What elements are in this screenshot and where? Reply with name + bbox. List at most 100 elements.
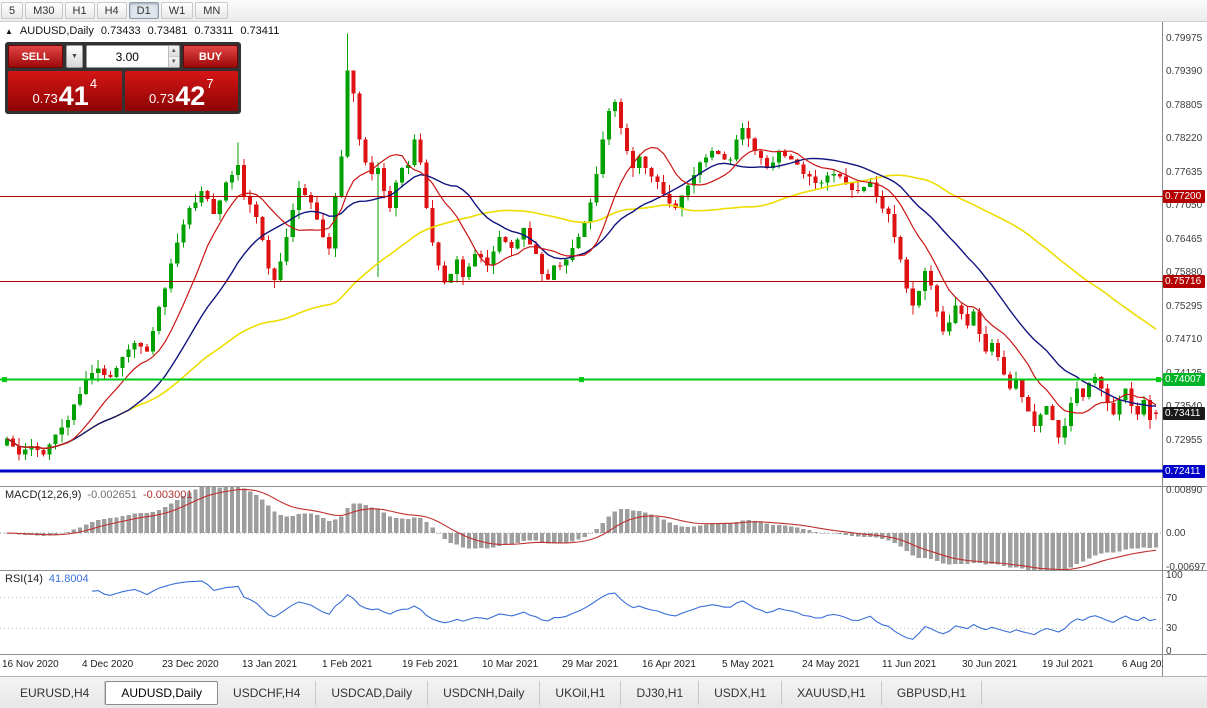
macd-tick: 0.00890 [1166,485,1203,496]
candles [5,33,1158,461]
hline-handle[interactable] [2,377,7,383]
hline-handle[interactable] [1156,377,1161,383]
buy-price-sup: 7 [206,76,214,91]
price-tick: 0.72955 [1166,435,1203,446]
price-badge-0.72411: 0.72411 [1163,465,1205,478]
date-label: 1 Feb 2021 [322,659,373,670]
macd-tick: 0.00 [1166,528,1186,539]
sell-button[interactable]: SELL [8,45,63,68]
spin-down-icon[interactable]: ▼ [168,57,179,67]
date-label: 13 Jan 2021 [242,659,298,670]
date-label: 4 Dec 2020 [82,659,134,670]
chart-symbol: AUDUSD,Daily [19,25,94,37]
timeframe-button-d1[interactable]: D1 [128,2,159,19]
axis-corner [1163,654,1207,676]
date-axis[interactable]: 16 Nov 2020 4 Dec 2020 23 Dec 2020 13 Jan 2… [0,654,1173,676]
timeframe-button-w1[interactable]: W1 [160,2,194,19]
date-label: 19 Feb 2021 [402,659,459,670]
price-tick: 0.75295 [1166,301,1203,312]
chart-close: 0.73411 [240,25,280,37]
price-tick: 0.79390 [1166,66,1203,77]
date-label: 16 Nov 2020 [2,659,59,670]
sell-price-big: 41 [58,80,89,111]
tab-gbpusd-h1[interactable]: GBPUSD,H1 [882,680,983,705]
rsi-axis[interactable]: 100 70 30 0 [1163,570,1207,657]
macd-signal-line [6,488,1157,571]
rsi-line [92,580,1157,640]
tab-audusd-daily[interactable]: AUDUSD,Daily [105,680,219,705]
date-label: 10 Mar 2021 [482,659,539,670]
buy-price-display[interactable]: 0.73 42 7 [124,71,238,111]
rsi-panel[interactable]: RSI(14) 41.8004 [0,570,1163,654]
ma-55-line [6,174,1157,450]
macd-tick: -0.00697 [1166,562,1206,573]
macd-canvas [0,487,1163,571]
tab-dj30-h1[interactable]: DJ30,H1 [621,680,700,705]
sell-price-display[interactable]: 0.73 41 4 [8,71,122,111]
candlestick-chart-canvas[interactable] [0,22,1163,486]
price-tick: 0.73540 [1166,401,1202,412]
macd-label: MACD(12,26,9) [5,489,82,501]
price-tick: 0.79975 [1166,33,1203,44]
timeframe-button-5[interactable]: 5 [1,2,24,19]
main-chart[interactable]: ▲ AUDUSD,Daily 0.73433 0.73481 0.73311 0… [0,22,1163,486]
macd-value-signal: -0.003001 [142,489,193,501]
timeframe-button-h4[interactable]: H4 [96,2,127,19]
timeframe-button-h1[interactable]: H1 [64,2,95,19]
tab-ukoil-h1[interactable]: UKOil,H1 [540,680,622,705]
chevron-down-icon: ▼ [71,53,78,60]
rsi-canvas [0,580,1163,640]
macd-panel[interactable]: MACD(12,26,9) -0.002651 -0.003001 [0,486,1163,571]
timeframe-button-mn[interactable]: MN [195,2,229,19]
rsi-value: 41.8004 [48,573,89,585]
timeframe-toolbar: 5 M30 H1 H4 D1 W1 MN [0,0,1207,22]
price-tick: 0.74710 [1166,334,1203,345]
macd-axis[interactable]: 0.00890 0.00 -0.00697 [1163,485,1207,573]
price-axis[interactable]: 0.79975 0.79390 0.78805 0.78220 0.77635 0.770… [1163,22,1207,486]
rsi-tick: 100 [1166,570,1183,581]
spin-up-icon[interactable]: ▲ [168,46,179,57]
chart-high: 0.73481 [147,25,188,37]
rsi-label-row: RSI(14) 41.8004 [5,573,89,585]
price-tick: 0.77635 [1166,167,1203,178]
tab-usdcad-daily[interactable]: USDCAD,Daily [316,680,429,705]
tab-eurusd-h4[interactable]: EURUSD,H4 [5,680,106,705]
date-label: 29 Mar 2021 [562,659,619,670]
bottom-tabbar: EURUSD,H4 AUDUSD,Daily USDCHF,H4 USDCAD,Dai… [0,676,1207,708]
price-tick: 0.77050 [1166,200,1203,211]
price-tick: 0.76465 [1166,234,1203,245]
volume-box: ▲ ▼ [86,45,180,68]
date-label: 23 Dec 2020 [162,659,219,670]
date-label: 30 Jun 2021 [962,659,1018,670]
price-badge-0.73411: 0.73411 [1163,407,1205,420]
tab-usdcnh-daily[interactable]: USDCNH,Daily [428,680,541,705]
buy-price-prefix: 0.73 [148,91,175,106]
date-label: 11 Jun 2021 [882,659,937,670]
volume-input[interactable] [87,46,168,67]
date-label: 24 May 2021 [802,659,860,670]
sell-price-sup: 4 [89,76,98,91]
tab-xauusd-h1[interactable]: XAUUSD,H1 [782,680,882,705]
rsi-label: RSI(14) [5,573,43,585]
sell-price-prefix: 0.73 [32,91,58,106]
timeframe-button-m30[interactable]: M30 [25,2,63,19]
price-tick: 0.78220 [1166,133,1203,144]
buy-button[interactable]: BUY [183,45,238,68]
tab-usdchf-h4[interactable]: USDCHF,H4 [218,680,317,705]
chart-low: 0.73311 [194,25,234,37]
rsi-tick: 30 [1166,623,1178,634]
volume-stepper: ▲ ▼ [167,46,179,67]
buy-price-big: 42 [175,80,206,111]
macd-label-row: MACD(12,26,9) -0.002651 -0.003001 [5,489,193,501]
rsi-tick: 0 [1166,646,1172,657]
chart-ohlc-title: ▲ AUDUSD,Daily 0.73433 0.73481 0.73311 0… [5,25,279,37]
macd-value-main: -0.002651 [87,489,137,501]
volume-dropdown-button[interactable]: ▼ [66,45,83,68]
tab-usdx-h1[interactable]: USDX,H1 [699,680,783,705]
price-badge-0.75716: 0.75716 [1163,275,1205,288]
direction-up-icon: ▲ [5,26,13,36]
ma-21-line [6,157,1157,450]
hline-handle[interactable] [579,377,584,383]
date-label: 19 Jul 2021 [1042,659,1094,670]
price-badge-0.74007: 0.74007 [1163,373,1205,386]
